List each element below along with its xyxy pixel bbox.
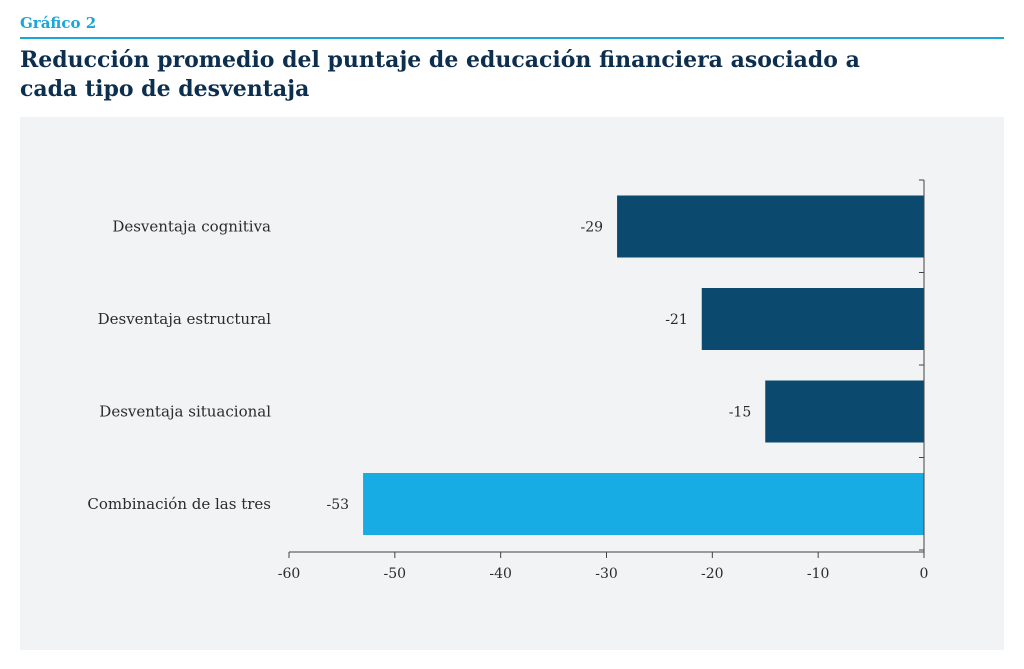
bar <box>363 473 924 535</box>
x-tick-label: -10 <box>807 566 830 582</box>
x-tick-label: -60 <box>278 566 301 582</box>
bar <box>617 195 924 258</box>
bar <box>765 380 924 443</box>
category-label: Desventaja cognitiva <box>112 218 271 236</box>
x-tick-label: -40 <box>489 566 512 582</box>
x-tick-label: 0 <box>920 566 929 582</box>
x-tick-label: -20 <box>701 566 724 582</box>
data-label: -29 <box>581 220 604 236</box>
chart-title: Reducción promedio del puntaje de educac… <box>20 47 860 102</box>
figure-label: Gráfico 2 <box>20 14 97 32</box>
data-label: -21 <box>665 312 688 328</box>
x-tick-label: -50 <box>384 566 407 582</box>
category-label: Desventaja situacional <box>99 403 271 421</box>
bar <box>701 288 924 350</box>
x-tick-label: -30 <box>595 566 618 582</box>
data-label: -53 <box>327 497 350 513</box>
header-rule <box>20 37 1004 39</box>
category-label: Combinación de las tres <box>87 495 271 513</box>
category-label: Desventaja estructural <box>98 310 272 328</box>
data-label: -15 <box>729 405 752 421</box>
